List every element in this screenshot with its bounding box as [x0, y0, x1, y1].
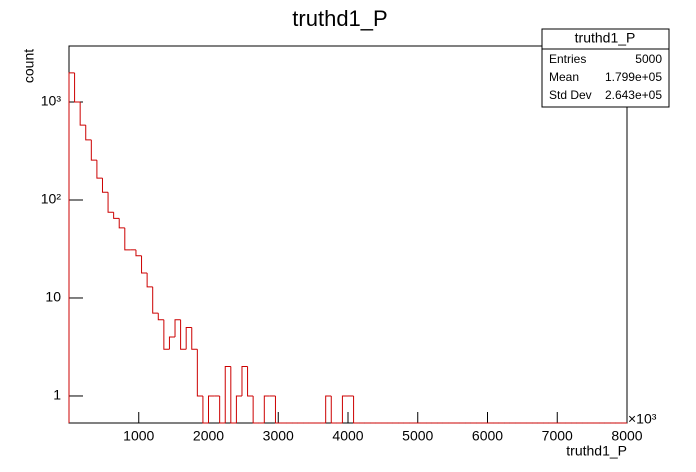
histogram-bin	[219, 395, 226, 424]
stats-value: 1.799e+05	[605, 70, 662, 84]
histogram-bin	[135, 249, 142, 257]
histogram-bin	[325, 395, 332, 423]
histogram-bin	[113, 212, 120, 219]
histogram-bin	[191, 327, 198, 350]
histogram-bin	[118, 218, 125, 229]
histogram-bin	[68, 72, 75, 423]
histogram-bin	[146, 272, 153, 288]
histogram-bin	[224, 365, 231, 423]
histogram-bin	[168, 336, 176, 350]
histogram-bin	[157, 313, 164, 321]
histogram-bin	[74, 72, 81, 103]
histogram-bin	[247, 366, 254, 397]
x-tick-label: 8000	[611, 428, 642, 444]
stats-frame	[541, 28, 670, 108]
stats-key: Mean	[549, 70, 579, 84]
histogram-bin	[90, 139, 97, 161]
histogram-bin	[96, 160, 103, 179]
histogram-bin	[141, 255, 148, 274]
x-tick-label: 6000	[472, 428, 503, 444]
histogram-bin	[124, 227, 131, 251]
histogram-bin	[85, 125, 92, 141]
x-axis-label: truthd1_P	[566, 443, 627, 459]
histogram-bin	[241, 365, 248, 396]
histogram-bin	[202, 395, 209, 424]
histogram-bin	[185, 326, 192, 350]
histogram-bin	[341, 395, 348, 423]
x-tick-label: 5000	[402, 428, 433, 444]
y-tick-label: 10²	[41, 191, 62, 207]
histogram-bin	[180, 319, 187, 350]
y-tick-label: 10³	[41, 93, 62, 109]
x-multiplier: ×10³	[628, 411, 657, 427]
histogram-bin	[79, 101, 86, 126]
y-tick-label: 10	[45, 289, 61, 305]
stats-key: Std Dev	[549, 88, 592, 102]
y-axis-label: count	[21, 49, 37, 83]
chart-title: truthd1_P	[292, 6, 387, 31]
x-tick-label: 4000	[332, 428, 363, 444]
x-tick-label: 2000	[193, 428, 224, 444]
histogram-bin	[263, 395, 270, 423]
histogram-bin	[208, 395, 215, 423]
x-tick-label: 1000	[123, 428, 154, 444]
histogram-bin	[330, 395, 337, 424]
histogram-bin	[274, 395, 282, 424]
x-tick-label: 7000	[542, 428, 573, 444]
histogram-bin	[196, 349, 203, 397]
histogram-bin	[252, 395, 259, 424]
stats-value: 5000	[635, 52, 662, 66]
x-tick-label: 3000	[263, 428, 294, 444]
histogram-bin	[235, 395, 242, 423]
histogram-bin	[163, 319, 170, 350]
stats-title: truthd1_P	[575, 30, 636, 46]
histogram-bin	[174, 319, 181, 337]
stats-key: Entries	[549, 52, 586, 66]
histogram-bin	[353, 395, 360, 424]
histogram-bin	[107, 192, 114, 213]
stats-value: 2.643e+05	[605, 88, 662, 102]
stats-box: truthd1_P Entries 5000 Mean 1.799e+05 St…	[541, 28, 670, 108]
histogram-bin	[230, 366, 237, 424]
histogram-bin	[152, 286, 159, 314]
y-tick-label: 1	[53, 387, 61, 403]
histogram-bin	[101, 178, 109, 193]
